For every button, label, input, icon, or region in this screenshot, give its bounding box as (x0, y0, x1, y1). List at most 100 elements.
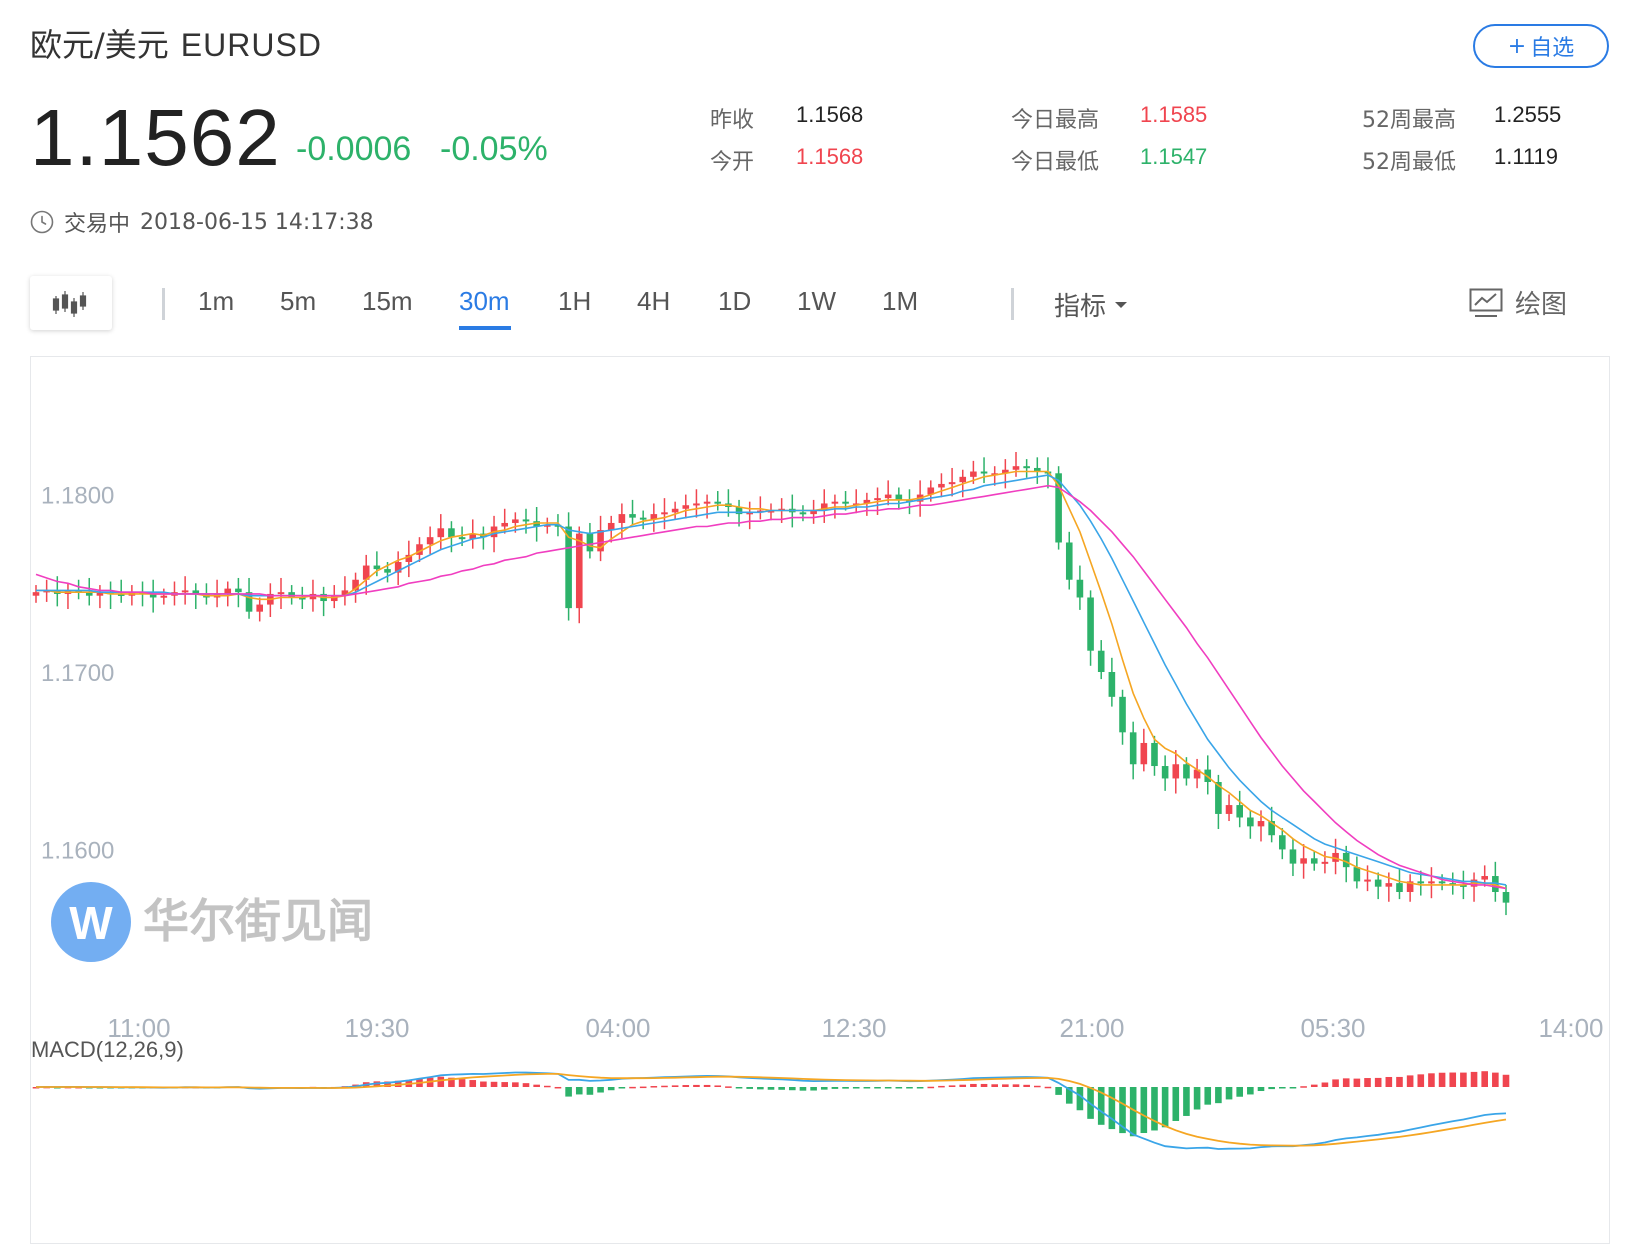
candle-body[interactable] (629, 514, 636, 518)
timeframe-tab-1W[interactable]: 1W (797, 286, 836, 316)
candle-body[interactable] (1108, 672, 1116, 697)
candle-body[interactable] (416, 544, 423, 555)
candle-body[interactable] (1151, 742, 1158, 767)
candle-body[interactable] (810, 510, 817, 515)
candle-body[interactable] (437, 528, 445, 538)
candle-body[interactable] (767, 510, 775, 513)
candle-body[interactable] (575, 533, 583, 609)
candle-body[interactable] (256, 604, 263, 612)
candle-body[interactable] (639, 517, 647, 520)
candle-body[interactable] (1310, 858, 1318, 864)
candle-body[interactable] (693, 503, 700, 506)
candlestick-chart[interactable]: 1.1800 1.1700 1.1600 W 华尔街见闻 11:00 19:30 04:… (31, 357, 1609, 1243)
candle-body[interactable] (650, 514, 658, 520)
indicator-dropdown[interactable]: 指标 (1054, 286, 1128, 323)
candle-body[interactable] (96, 592, 104, 596)
candle-body[interactable] (1087, 597, 1094, 651)
candle-body[interactable] (597, 530, 604, 552)
timeframe-tab-5m[interactable]: 5m (280, 286, 317, 316)
candle-body[interactable] (1428, 881, 1435, 884)
candle-body[interactable] (299, 597, 306, 600)
candle-body[interactable] (554, 524, 562, 527)
candle-body[interactable] (661, 512, 668, 515)
draw-button[interactable]: 绘图 (1469, 284, 1567, 321)
candle-body[interactable] (448, 528, 455, 538)
candle-body[interactable] (1353, 867, 1361, 882)
candle-body[interactable] (1300, 858, 1307, 864)
candle-body[interactable] (373, 565, 381, 570)
candle-body[interactable] (277, 592, 285, 595)
candle-body[interactable] (330, 595, 338, 602)
candle-body[interactable] (1247, 817, 1254, 827)
candle-body[interactable] (1225, 805, 1233, 814)
candle-body[interactable] (799, 512, 807, 515)
candle-body[interactable] (426, 537, 434, 545)
candle-body[interactable] (1438, 881, 1446, 884)
candle-body[interactable] (1002, 469, 1009, 474)
candle-body[interactable] (863, 499, 871, 504)
candle-body[interactable] (1492, 876, 1499, 892)
candle-body[interactable] (1055, 473, 1062, 543)
timeframe-tab-1M[interactable]: 1M (882, 286, 919, 316)
candle-body[interactable] (895, 494, 903, 500)
chart-type-button[interactable] (30, 276, 112, 330)
candle-body[interactable] (703, 501, 711, 504)
candle-body[interactable] (1342, 852, 1350, 868)
candle-body[interactable] (948, 482, 956, 485)
candle-body[interactable] (1385, 883, 1393, 887)
candle-body[interactable] (1215, 782, 1222, 814)
candle-body[interactable] (959, 476, 967, 483)
candle-body[interactable] (831, 501, 839, 504)
candle-body[interactable] (1289, 849, 1297, 864)
candle-body[interactable] (458, 537, 466, 540)
candle-body[interactable] (938, 483, 945, 488)
candle-body[interactable] (1460, 884, 1467, 887)
candle-body[interactable] (1481, 876, 1488, 880)
candle-body[interactable] (1097, 650, 1105, 672)
timeframe-tab-30m[interactable]: 30m (459, 286, 510, 316)
candle-body[interactable] (618, 514, 626, 523)
candle-body[interactable] (1183, 764, 1190, 779)
candle-body[interactable] (288, 592, 295, 598)
candle-body[interactable] (235, 588, 242, 593)
timeframe-tab-1D[interactable]: 1D (718, 286, 752, 316)
candle-body[interactable] (117, 593, 125, 596)
candle-body[interactable] (309, 593, 317, 600)
candle-body[interactable] (1034, 467, 1041, 472)
candle-body[interactable] (1374, 879, 1382, 887)
candle-body[interactable] (1257, 821, 1265, 827)
candle-body[interactable] (884, 494, 892, 499)
candle-body[interactable] (927, 487, 935, 495)
timeframe-tab-1H[interactable]: 1H (558, 286, 592, 316)
candle-body[interactable] (1396, 883, 1403, 892)
candle-body[interactable] (1012, 466, 1020, 470)
candle-body[interactable] (1417, 881, 1425, 884)
candle-body[interactable] (1502, 892, 1510, 903)
candle-body[interactable] (970, 471, 977, 477)
candle-body[interactable] (1076, 579, 1084, 598)
timeframe-tab-1m[interactable]: 1m (198, 286, 235, 316)
candle-body[interactable] (874, 498, 881, 501)
candle-body[interactable] (1161, 766, 1169, 779)
candle-body[interactable] (362, 565, 370, 580)
candle-body[interactable] (245, 592, 253, 612)
candle-body[interactable] (735, 507, 743, 515)
chart-panel[interactable]: 1.1800 1.1700 1.1600 W 华尔街见闻 11:00 19:30 04:… (30, 356, 1610, 1244)
candle-body[interactable] (1364, 879, 1371, 882)
candle-body[interactable] (1268, 821, 1275, 836)
candle-body[interactable] (682, 505, 690, 509)
candle-body[interactable] (160, 595, 168, 598)
candle-body[interactable] (1023, 466, 1030, 469)
candle-body[interactable] (1236, 805, 1243, 818)
candle-body[interactable] (394, 562, 402, 573)
candle-body[interactable] (384, 569, 391, 573)
candle-body[interactable] (1321, 861, 1329, 864)
candle-body[interactable] (607, 522, 615, 531)
candle-body[interactable] (1332, 852, 1339, 862)
candle-body[interactable] (565, 526, 572, 609)
candle-body[interactable] (75, 590, 82, 593)
candle-body[interactable] (1193, 769, 1201, 779)
candle-body[interactable] (405, 554, 413, 562)
candle-body[interactable] (341, 590, 349, 596)
candle-body[interactable] (32, 592, 40, 596)
